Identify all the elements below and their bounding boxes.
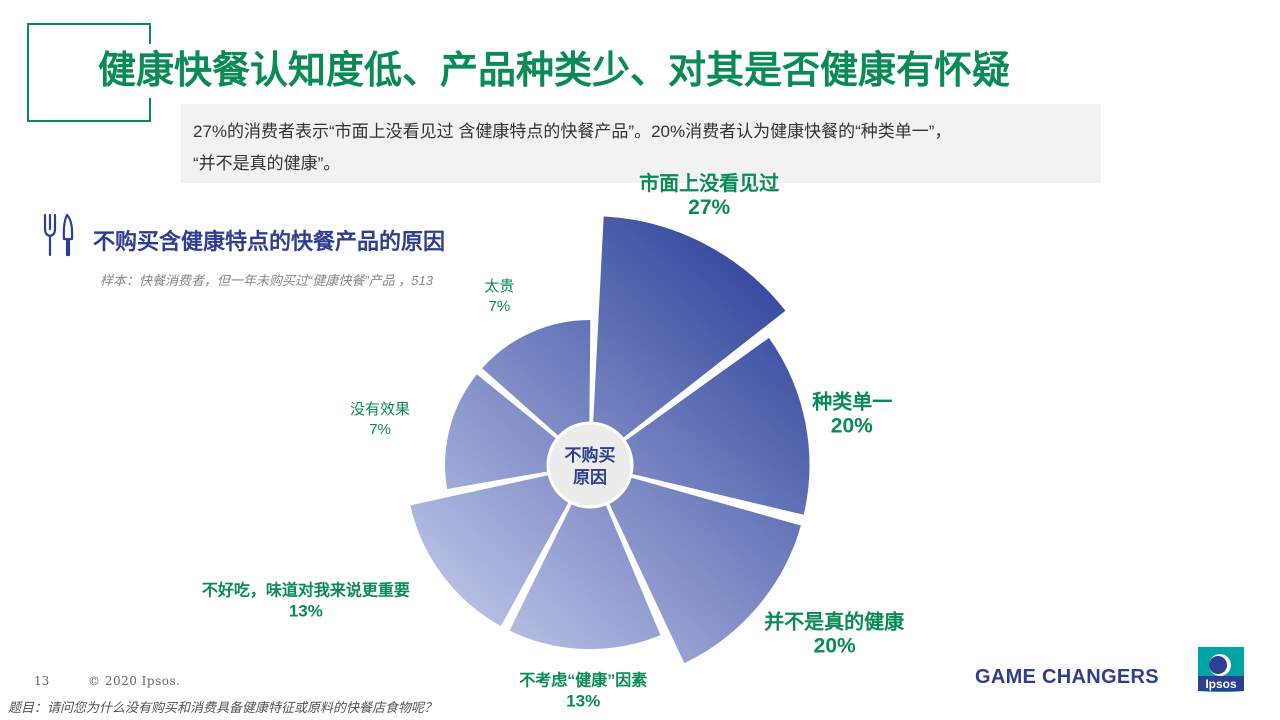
chart-center-circle — [546, 421, 634, 509]
slice-value-label: 20% — [814, 635, 856, 658]
page-title: 健康快餐认知度低、产品种类少、对其是否健康有怀疑 — [92, 44, 1017, 98]
chart-title: 不购买含健康特点的快餐产品的原因 — [93, 229, 446, 254]
center-label-line1: 不购买 — [565, 445, 616, 465]
slice-label: 不好吃，味道对我来说更重要 — [202, 581, 410, 600]
slice-value-label: 13% — [566, 692, 600, 711]
copyright: © 2020 Ipsos. — [88, 674, 181, 688]
center-label-line2: 原因 — [573, 468, 607, 487]
svg-text:Ipsos: Ipsos — [1205, 677, 1237, 691]
slice-label: 太贵 — [484, 278, 514, 295]
summary-box: 27%的消费者表示“市面上没看见过 含健康特点的快餐产品”。20%消费者认为健康… — [181, 104, 1101, 183]
slice-label: 市面上没看见过 — [639, 171, 779, 195]
slice-label: 种类单一 — [811, 389, 892, 413]
fork-knife-icon — [43, 213, 74, 257]
question-note: 题目：请问您为什么没有购买和消费具备健康特征或原料的快餐店食物呢？ — [8, 700, 438, 715]
sample-note: 样本：快餐消费者，但一年未购买过“健康快餐”产品 ，513 — [100, 273, 433, 288]
page-number: 13 — [34, 674, 50, 688]
slice-value-label: 7% — [369, 421, 391, 438]
tagline: GAME CHANGERS — [975, 666, 1159, 688]
slice-value-label: 7% — [489, 298, 511, 315]
ipsos-logo: Ipsos — [1198, 647, 1244, 692]
summary-line-1: 27%的消费者表示“市面上没看见过 含健康特点的快餐产品”。20%消费者认为健康… — [193, 122, 952, 141]
summary-line-2: “并不是真的健康”。 — [193, 154, 341, 173]
slice-label: 不考虑“健康”因素 — [519, 671, 647, 690]
slice-value-label: 27% — [688, 196, 730, 219]
slice-value-label: 13% — [289, 602, 323, 621]
slice-value-label: 20% — [831, 414, 873, 437]
slice-label: 并不是真的健康 — [764, 610, 905, 634]
slice-label: 没有效果 — [350, 401, 410, 418]
